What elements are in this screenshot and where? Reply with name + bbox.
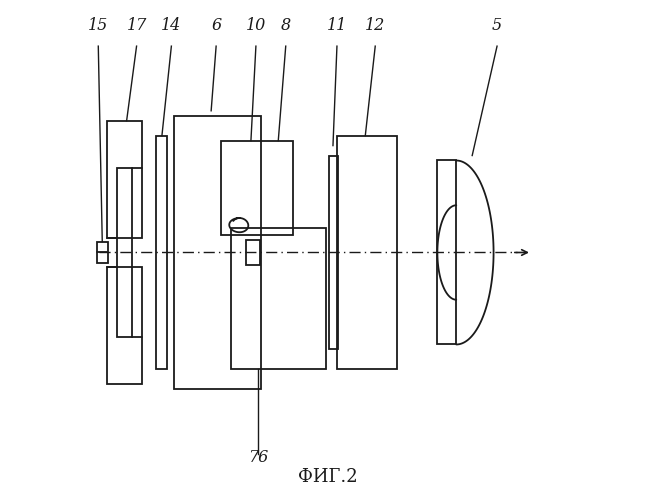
Text: 8: 8 [281, 16, 291, 34]
Bar [337, 136, 397, 370]
Bar [107, 268, 142, 384]
Bar [246, 240, 260, 265]
Text: 10: 10 [246, 16, 266, 34]
Bar [329, 156, 338, 350]
Text: 12: 12 [365, 16, 385, 34]
Text: 17: 17 [127, 16, 147, 34]
Text: 11: 11 [327, 16, 347, 34]
Text: 6: 6 [211, 16, 221, 34]
Bar [221, 140, 293, 235]
Bar [97, 242, 108, 264]
Bar [174, 116, 261, 389]
Bar [438, 160, 457, 344]
Bar [117, 168, 132, 337]
Text: 15: 15 [88, 16, 108, 34]
Text: 76: 76 [248, 450, 268, 466]
Text: 5: 5 [492, 16, 502, 34]
Bar [231, 228, 325, 370]
Bar [157, 136, 167, 370]
Text: ФИГ.2: ФИГ.2 [298, 468, 358, 486]
Bar [107, 120, 142, 238]
Text: 14: 14 [161, 16, 182, 34]
